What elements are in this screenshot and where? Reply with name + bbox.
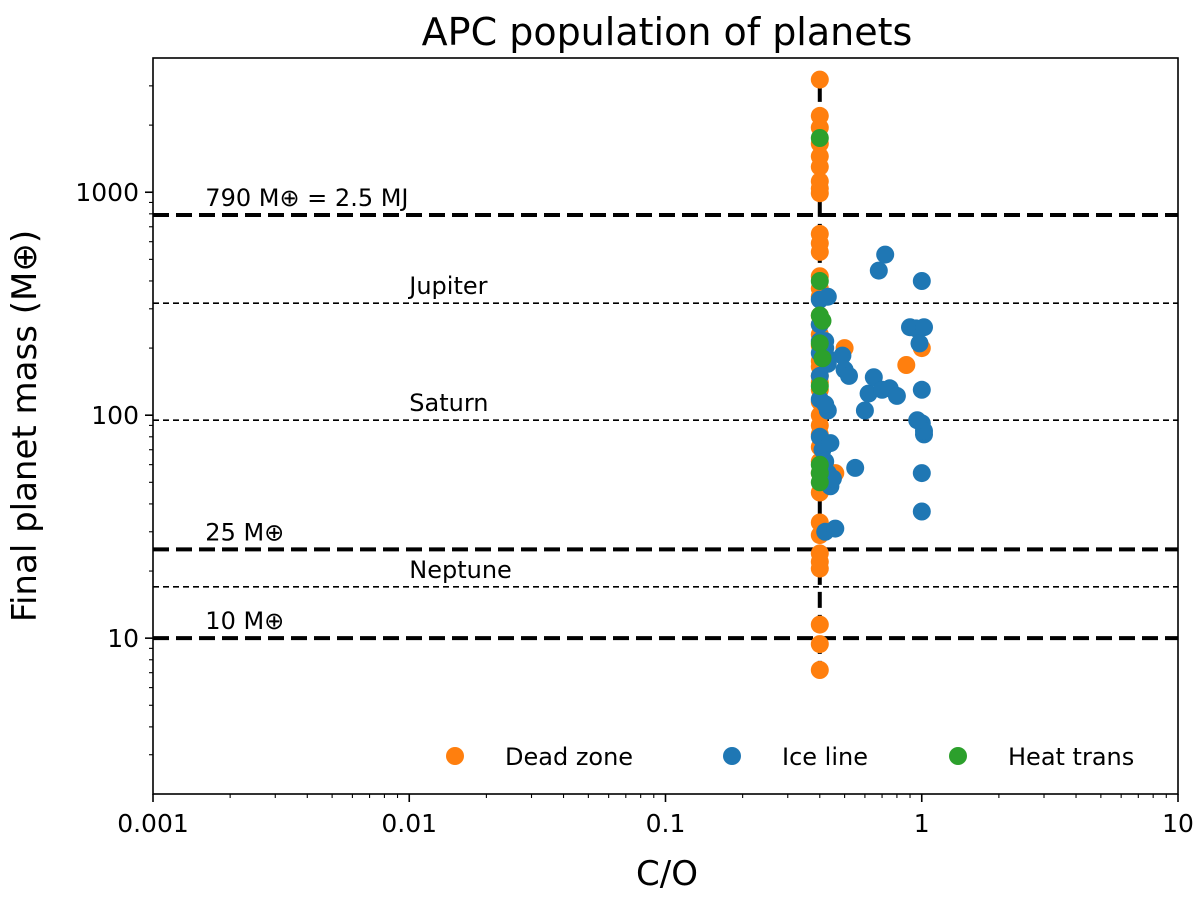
hline-label-2: Saturn bbox=[409, 389, 488, 417]
y-tick-label-0: 10 bbox=[107, 624, 139, 653]
y-tick-label-2: 1000 bbox=[75, 178, 139, 207]
y-tick-label-1: 100 bbox=[91, 401, 139, 430]
point-heat-trans-3 bbox=[813, 311, 832, 330]
legend-label-0: Dead zone bbox=[505, 743, 633, 771]
point-dead-zone-8 bbox=[810, 184, 829, 203]
point-ice-line-40 bbox=[915, 318, 933, 337]
point-ice-line-21 bbox=[826, 519, 845, 538]
point-ice-line-38 bbox=[912, 380, 931, 399]
hline-label-0: 790 M⊕ = 2.5 MJ bbox=[205, 184, 408, 212]
point-dead-zone-35 bbox=[810, 615, 829, 634]
point-dead-zone-34 bbox=[810, 559, 829, 578]
x-tick-label-0: 0.001 bbox=[117, 809, 189, 838]
legend-label-1: Ice line bbox=[782, 743, 868, 771]
reference-labels: 790 M⊕ = 2.5 MJ Jupiter Saturn 25 M⊕ Neptune… bbox=[205, 184, 512, 635]
point-ice-line-42 bbox=[912, 502, 931, 521]
chart-title: APC population of planets bbox=[422, 10, 913, 54]
x-tick-label-1: 0.01 bbox=[381, 809, 437, 838]
point-heat-trans-6 bbox=[810, 377, 829, 396]
point-heat-trans-0 bbox=[810, 129, 829, 147]
point-ice-line-18 bbox=[818, 287, 837, 306]
point-ice-line-31 bbox=[876, 245, 895, 264]
point-ice-line-27 bbox=[859, 384, 878, 403]
point-ice-line-26 bbox=[855, 401, 874, 420]
scatter-points bbox=[810, 70, 933, 679]
point-ice-line-22 bbox=[833, 346, 852, 365]
point-ice-line-45 bbox=[908, 411, 927, 430]
point-ice-line-36 bbox=[910, 334, 929, 353]
legend: Dead zone Ice line Heat trans bbox=[446, 743, 1134, 771]
point-dead-zone-42 bbox=[897, 356, 916, 374]
x-tick-label-4: 10 bbox=[1162, 809, 1194, 838]
plot-frame bbox=[152, 57, 1179, 795]
point-dead-zone-36 bbox=[810, 635, 829, 654]
y-axis-label: Final planet mass (M⊕) bbox=[5, 230, 45, 622]
point-dead-zone-0 bbox=[810, 70, 829, 89]
legend-label-2: Heat trans bbox=[1008, 743, 1134, 771]
point-ice-line-19 bbox=[821, 434, 840, 453]
hline-label-4: Neptune bbox=[409, 556, 512, 584]
point-ice-line-41 bbox=[912, 464, 931, 483]
x-tick-label-2: 0.1 bbox=[646, 809, 686, 838]
point-ice-line-25 bbox=[846, 458, 865, 477]
legend-marker-0 bbox=[446, 747, 464, 765]
x-tick-label-3: 1 bbox=[914, 809, 930, 838]
legend-marker-1 bbox=[723, 747, 741, 765]
point-heat-trans-5 bbox=[813, 349, 832, 368]
point-heat-trans-1 bbox=[810, 272, 829, 290]
point-dead-zone-37 bbox=[810, 661, 829, 679]
point-ice-line-37 bbox=[912, 272, 931, 290]
hline-label-3: 25 M⊕ bbox=[205, 518, 284, 546]
x-axis-ticks: 0.001 0.01 0.1 1 10 bbox=[117, 794, 1194, 838]
point-dead-zone-11 bbox=[810, 242, 829, 261]
y-axis-ticks: 10 100 1000 bbox=[75, 85, 153, 756]
point-dead-zone-5 bbox=[810, 157, 829, 176]
point-heat-trans-4 bbox=[810, 334, 829, 353]
hline-label-5: 10 M⊕ bbox=[205, 607, 284, 635]
point-ice-line-29 bbox=[869, 261, 888, 280]
point-heat-trans-9 bbox=[810, 473, 829, 492]
point-ice-line-33 bbox=[887, 386, 906, 405]
hline-label-1: Jupiter bbox=[407, 272, 487, 300]
point-ice-line-24 bbox=[840, 366, 858, 385]
plot-area bbox=[152, 57, 1179, 795]
legend-marker-2 bbox=[949, 747, 967, 765]
point-ice-line-13 bbox=[816, 395, 835, 414]
x-axis-label: C/O bbox=[636, 854, 698, 894]
